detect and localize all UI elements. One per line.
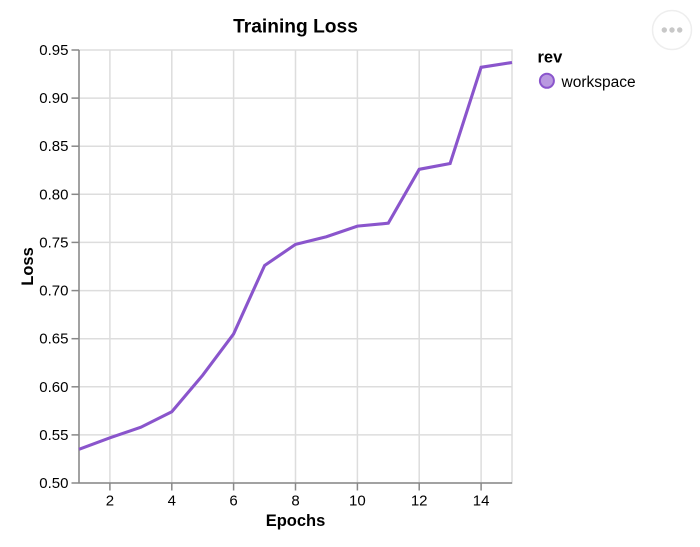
svg-text:12: 12 <box>411 493 428 510</box>
svg-text:0.55: 0.55 <box>39 427 68 444</box>
svg-text:0.60: 0.60 <box>39 379 68 396</box>
svg-text:workspace: workspace <box>561 74 636 91</box>
svg-text:0.75: 0.75 <box>39 234 68 251</box>
svg-text:4: 4 <box>168 493 176 510</box>
svg-text:0.85: 0.85 <box>39 138 68 155</box>
svg-text:2: 2 <box>106 493 114 510</box>
svg-text:0.90: 0.90 <box>39 90 68 107</box>
svg-text:10: 10 <box>349 493 366 510</box>
svg-text:14: 14 <box>473 493 490 510</box>
svg-text:rev: rev <box>538 49 564 67</box>
svg-text:0.65: 0.65 <box>39 331 68 348</box>
svg-text:0.80: 0.80 <box>39 186 68 203</box>
svg-text:0.70: 0.70 <box>39 283 68 300</box>
svg-text:6: 6 <box>229 493 237 510</box>
svg-text:0.50: 0.50 <box>39 475 68 492</box>
svg-text:Loss: Loss <box>19 247 37 286</box>
svg-text:Training Loss: Training Loss <box>233 16 358 37</box>
svg-text:8: 8 <box>291 493 299 510</box>
svg-text:0.95: 0.95 <box>39 42 68 59</box>
svg-text:Epochs: Epochs <box>266 512 326 530</box>
